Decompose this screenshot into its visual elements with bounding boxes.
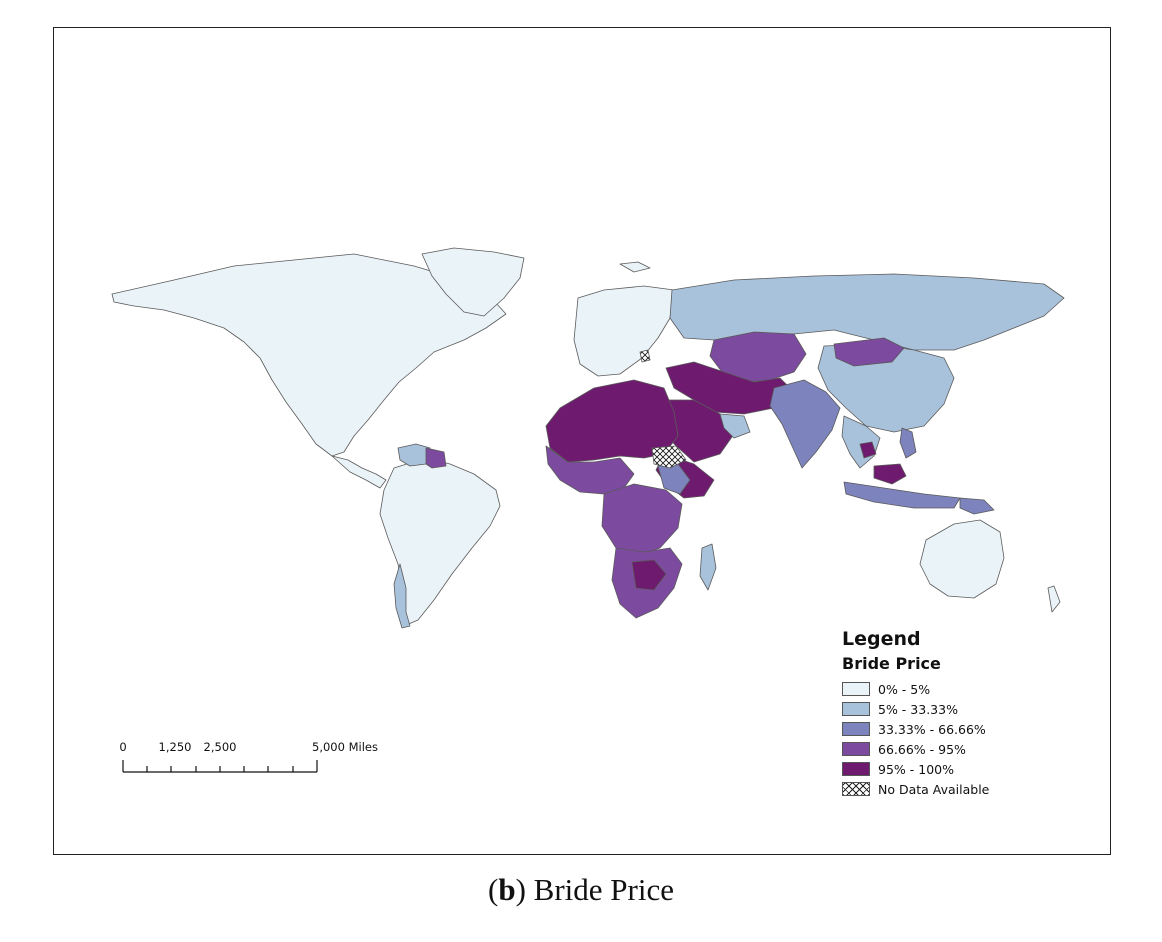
scale-label: 2,500: [203, 740, 237, 754]
legend-label: No Data Available: [878, 781, 990, 797]
legend-label: 66.66% - 95%: [878, 741, 966, 757]
figure-caption: (b) Bride Price: [488, 872, 674, 907]
region-arctic-islands: [619, 261, 651, 273]
legend-subtitle: Bride Price: [842, 654, 941, 673]
region-mongolia: [833, 337, 905, 367]
legend-label: 0% - 5%: [878, 681, 931, 697]
legend-item: 66.66% - 95%: [842, 739, 1072, 759]
region-south-africa-core: [631, 559, 667, 591]
scale-label: 1,250: [158, 740, 192, 754]
region-chile: [393, 563, 411, 629]
region-philippines: [899, 427, 917, 459]
region-guyana: [397, 443, 431, 467]
region-australia: [919, 519, 1005, 599]
region-central-africa: [601, 483, 683, 557]
region-south-america: [379, 457, 501, 627]
scale-bar-line: [122, 760, 318, 773]
region-india: [769, 379, 841, 469]
region-central-asia: [709, 331, 807, 383]
world-map: [111, 247, 1065, 629]
legend-item: 95% - 100%: [842, 759, 1072, 779]
legend-label: 5% - 33.33%: [878, 701, 958, 717]
region-no-data-south-sudan: [651, 445, 687, 469]
region-europe: [573, 285, 675, 377]
region-cambodia: [859, 441, 877, 459]
legend-swatch: [842, 702, 870, 716]
legend-item: 5% - 33.33%: [842, 699, 1072, 719]
region-greenland: [421, 247, 525, 317]
region-papua: [959, 497, 995, 515]
legend-item: 0% - 5%: [842, 679, 1072, 699]
caption-letter: b: [498, 872, 516, 907]
scale-bar: 0 1,250 2,500 5,000 Miles: [119, 740, 378, 780]
legend-item: 33.33% - 66.66%: [842, 719, 1072, 739]
scale-label: 5,000 Miles: [312, 740, 378, 754]
legend-swatch-no-data: [842, 782, 870, 796]
region-china: [817, 343, 955, 433]
region-north-america: [111, 253, 507, 457]
scale-label: 0: [119, 740, 127, 754]
legend-swatch: [842, 682, 870, 696]
region-central-america: [331, 455, 387, 489]
map-frame: Legend Bride Price 0% - 5% 5% - 33.33% 3…: [53, 27, 1111, 855]
region-no-data-balkans: [639, 349, 651, 363]
legend-label: 33.33% - 66.66%: [878, 721, 986, 737]
region-new-zealand: [1047, 585, 1061, 613]
caption-text: Bride Price: [533, 872, 674, 907]
legend-swatch: [842, 762, 870, 776]
legend-label: 95% - 100%: [878, 761, 954, 777]
legend-title: Legend: [842, 628, 921, 650]
legend: Legend Bride Price 0% - 5% 5% - 33.33% 3…: [842, 628, 1072, 799]
region-oman: [719, 413, 751, 439]
region-malaysia: [873, 463, 907, 485]
legend-item: No Data Available: [842, 779, 1072, 799]
region-suriname: [425, 447, 447, 469]
region-madagascar: [699, 543, 717, 591]
region-indonesia: [843, 481, 961, 509]
legend-swatch: [842, 742, 870, 756]
legend-swatch: [842, 722, 870, 736]
